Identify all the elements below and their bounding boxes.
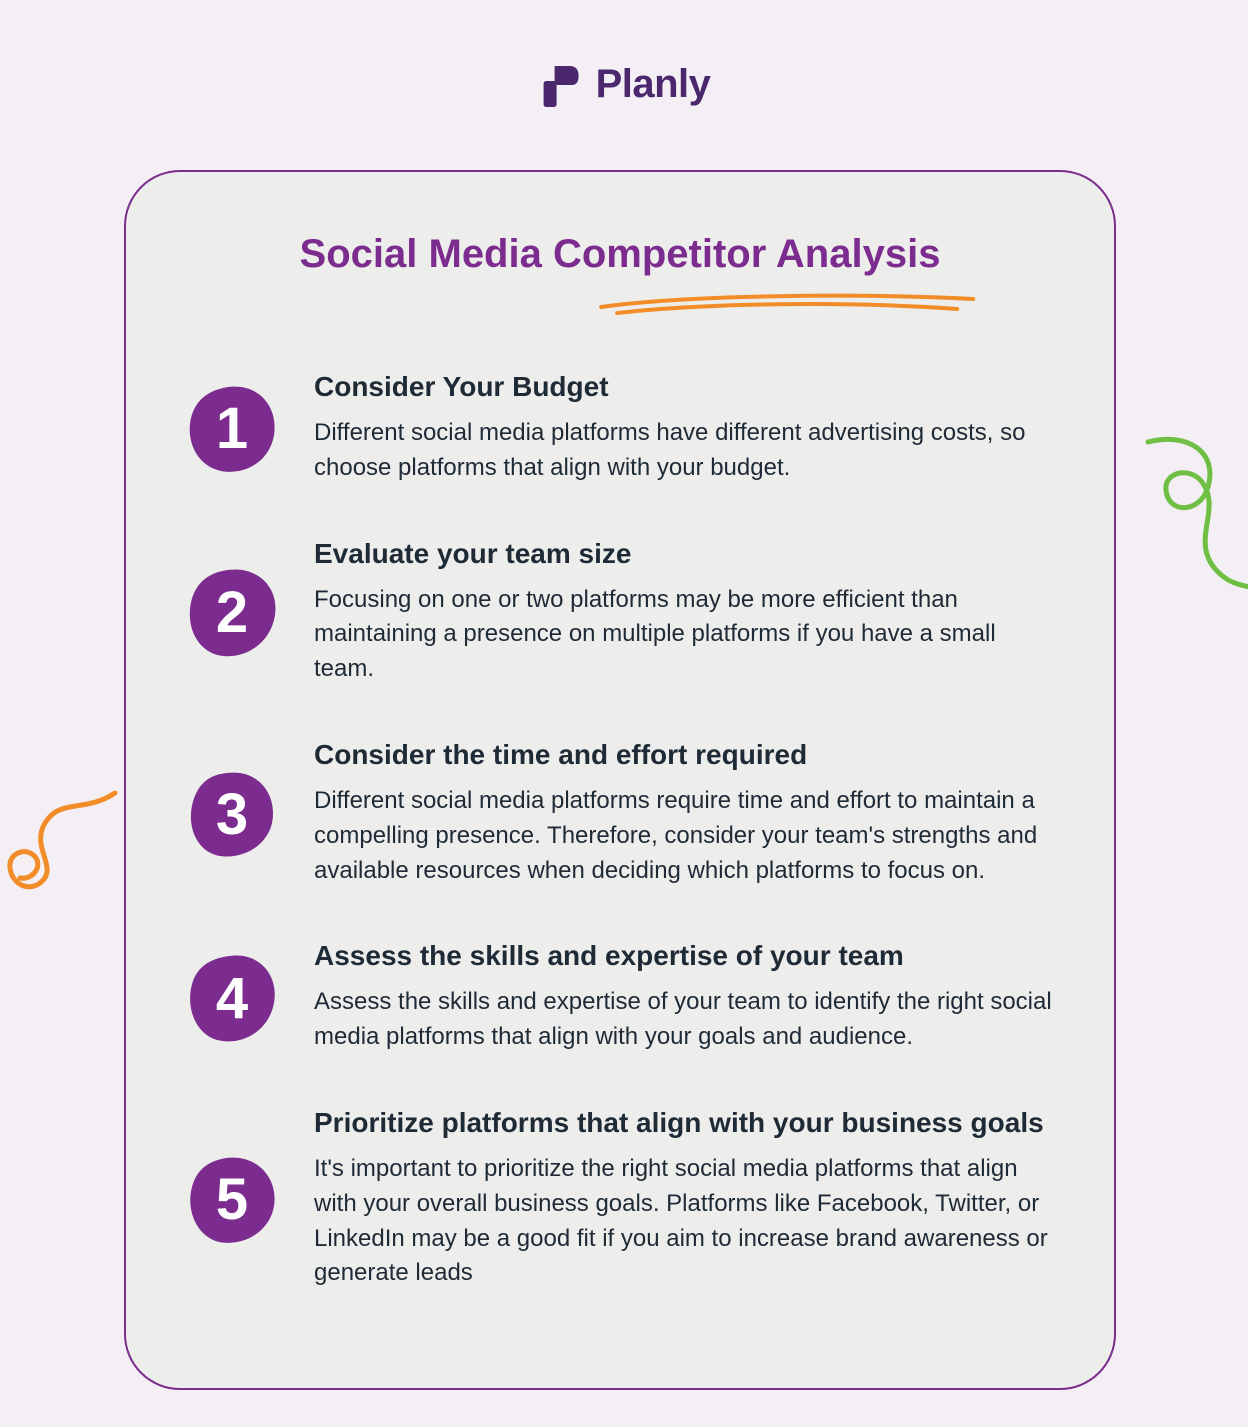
decorative-squiggle-orange (0, 788, 120, 913)
item-heading: Prioritize platforms that align with you… (314, 1105, 1054, 1140)
item-content: Prioritize platforms that align with you… (314, 1103, 1054, 1291)
list-item: 4 Assess the skills and expertise of you… (186, 936, 1054, 1055)
item-number-badge: 4 (186, 953, 278, 1045)
page: Planly Social Media Competitor Analysis … (0, 0, 1248, 1427)
item-body: Different social media platforms require… (314, 784, 1054, 888)
brand-logo: Planly (538, 60, 711, 108)
item-body: Focusing on one or two platforms may be … (314, 583, 1054, 687)
item-number-badge: 2 (186, 567, 278, 659)
item-body: Assess the skills and expertise of your … (314, 985, 1054, 1055)
list-item: 3 Consider the time and effort required … (186, 735, 1054, 888)
item-number: 5 (186, 1154, 278, 1246)
item-heading: Consider the time and effort required (314, 737, 1054, 772)
list-item: 2 Evaluate your team size Focusing on on… (186, 534, 1054, 687)
item-number-badge: 3 (186, 769, 278, 861)
item-content: Consider the time and effort required Di… (314, 735, 1054, 888)
decorative-squiggle-green (1128, 432, 1248, 607)
item-number-badge: 1 (186, 383, 278, 475)
item-content: Evaluate your team size Focusing on one … (314, 534, 1054, 687)
card-title-text: Social Media Competitor Analysis (300, 232, 941, 276)
item-number: 1 (186, 383, 278, 475)
items-list: 1 Consider Your Budget Different social … (186, 367, 1054, 1291)
item-number: 3 (186, 769, 278, 861)
item-heading: Evaluate your team size (314, 536, 1054, 571)
list-item: 5 Prioritize platforms that align with y… (186, 1103, 1054, 1291)
item-number: 2 (186, 567, 278, 659)
item-body: It's important to prioritize the right s… (314, 1152, 1054, 1291)
brand-logo-icon (538, 60, 582, 108)
item-content: Assess the skills and expertise of your … (314, 936, 1054, 1055)
item-number: 4 (186, 953, 278, 1045)
card-title: Social Media Competitor Analysis (186, 232, 1054, 277)
item-heading: Assess the skills and expertise of your … (314, 938, 1054, 973)
list-item: 1 Consider Your Budget Different social … (186, 367, 1054, 486)
title-underline (597, 284, 977, 329)
item-body: Different social media platforms have di… (314, 416, 1054, 486)
content-card: Social Media Competitor Analysis 1 Consi… (124, 170, 1116, 1390)
item-heading: Consider Your Budget (314, 369, 1054, 404)
item-content: Consider Your Budget Different social me… (314, 367, 1054, 486)
brand-logo-text: Planly (596, 62, 711, 107)
item-number-badge: 5 (186, 1154, 278, 1246)
